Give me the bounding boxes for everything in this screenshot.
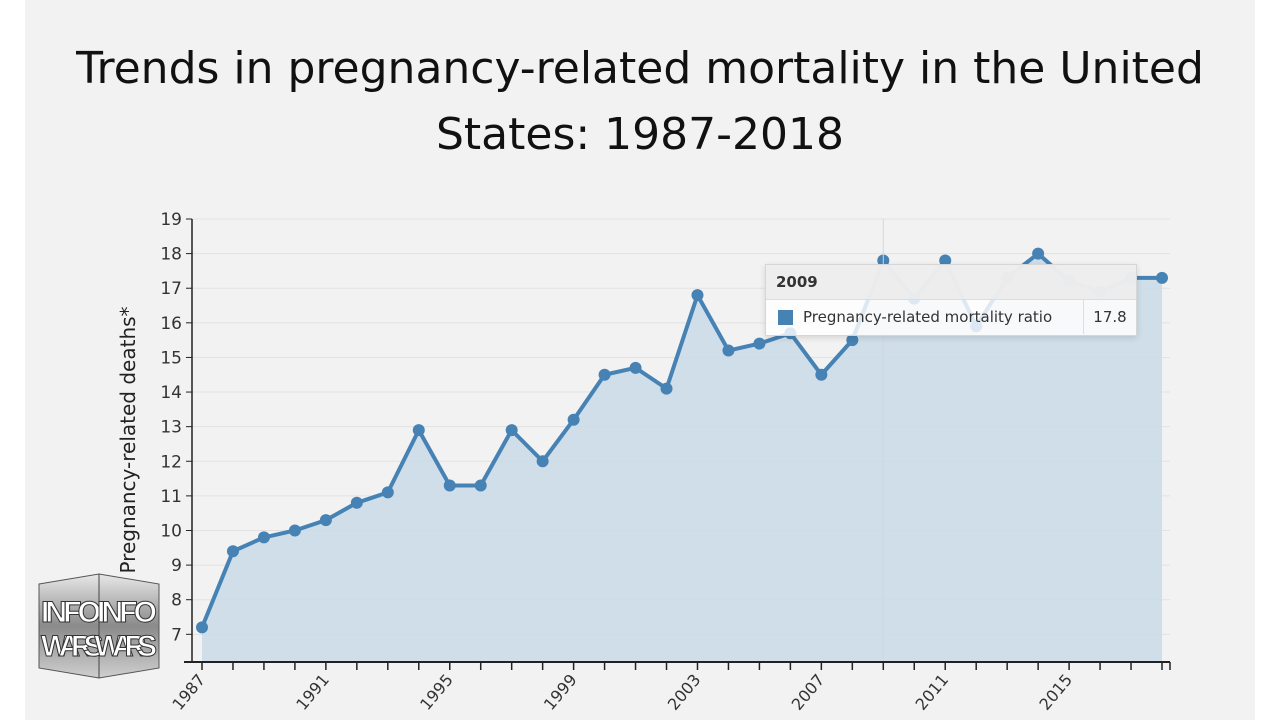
x-tick-label: 2011 [912, 670, 953, 713]
data-point [598, 368, 611, 381]
svg-text:INFOINFO: INFOINFO [41, 596, 157, 629]
y-tick-label: 15 [160, 348, 182, 368]
y-axis-label: Pregnancy-related deaths* [116, 306, 140, 573]
data-point [753, 337, 766, 350]
data-point [939, 254, 952, 267]
y-tick-label: 12 [160, 452, 182, 472]
data-point [846, 334, 859, 347]
data-point [660, 382, 673, 395]
data-point [815, 368, 828, 381]
tooltip-series-label: Pregnancy-related mortality ratio [803, 308, 1053, 326]
y-tick-label: 14 [160, 383, 182, 403]
x-tick-label: 1995 [416, 670, 457, 713]
data-point [722, 344, 735, 357]
data-point [412, 424, 425, 437]
data-point [1156, 271, 1168, 284]
data-point [381, 486, 394, 499]
y-tick-label: 11 [160, 487, 182, 507]
chart-title: Trends in pregnancy-related mortality in… [76, 43, 1204, 160]
data-point [350, 496, 363, 509]
data-point [1032, 247, 1045, 260]
data-point [226, 545, 239, 558]
data-point [443, 479, 456, 492]
x-tick-label: 1991 [292, 670, 333, 713]
series-swatch [778, 309, 793, 325]
infowars-logo: INFOINFO WARSWARS [38, 573, 160, 679]
tooltip: 2009 Pregnancy-related mortality ratio 1… [765, 264, 1137, 336]
data-point [505, 424, 518, 437]
data-point [257, 531, 270, 544]
area-fill [202, 253, 1162, 662]
data-point [629, 361, 642, 374]
y-tick-label: 7 [171, 625, 182, 645]
x-tick-label: 2015 [1035, 670, 1076, 713]
data-point [567, 413, 580, 426]
tooltip-row: Pregnancy-related mortality ratio 17.8 [766, 300, 1136, 334]
tooltip-value: 17.8 [1083, 300, 1136, 334]
y-tick-label: 9 [171, 556, 182, 576]
y-tick-label: 18 [160, 245, 182, 265]
x-tick-label: 2007 [788, 670, 829, 713]
y-tick-label: 19 [160, 210, 182, 230]
data-point [319, 514, 332, 527]
data-point [288, 524, 301, 537]
y-tick-label: 17 [160, 279, 182, 299]
y-tick-label: 16 [160, 314, 182, 334]
tooltip-year: 2009 [766, 265, 1136, 300]
y-tick-label: 8 [171, 591, 182, 611]
x-tick-label: 1987 [168, 670, 209, 713]
data-point [691, 289, 704, 302]
svg-text:WARSWARS: WARSWARS [41, 630, 157, 663]
data-point [474, 479, 487, 492]
x-tick-label: 2003 [664, 670, 705, 713]
y-tick-label: 10 [160, 521, 182, 541]
data-point [196, 621, 208, 634]
x-tick-label: 1999 [540, 670, 581, 713]
y-tick-label: 13 [160, 418, 182, 438]
data-point [536, 455, 549, 468]
